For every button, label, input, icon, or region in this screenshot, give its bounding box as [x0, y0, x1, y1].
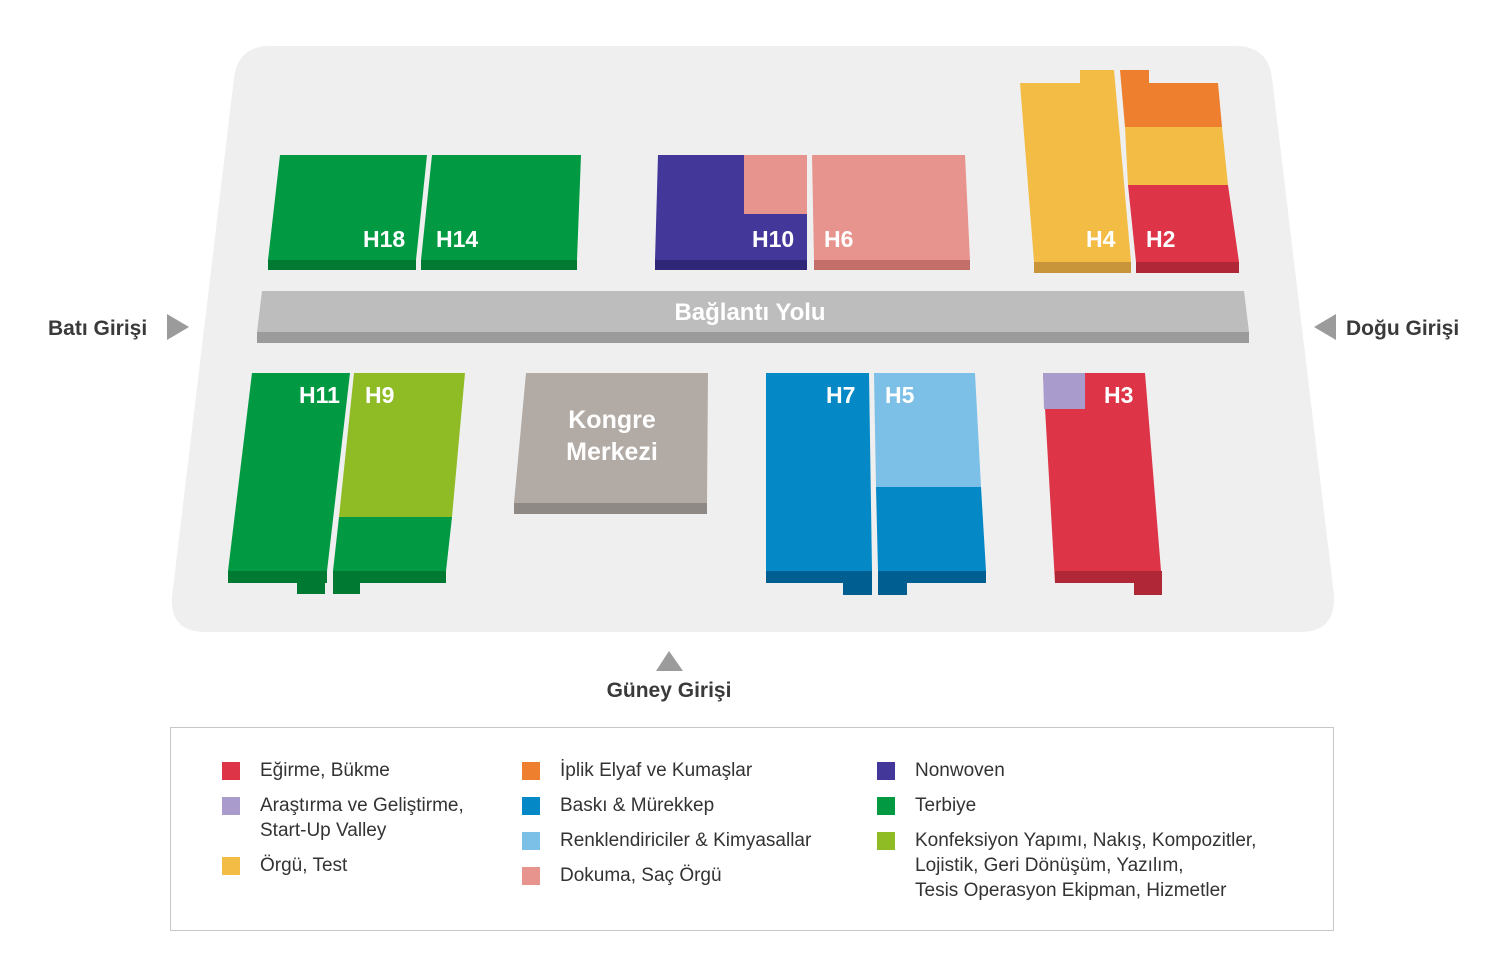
legend: Eğirme, Bükme Araştırma ve Geliştirme, S… — [170, 727, 1334, 931]
south-entrance[interactable]: Güney Girişi — [607, 651, 732, 702]
legend-swatch-nonwoven — [877, 762, 895, 780]
legend-swatch-weaving — [522, 867, 540, 885]
legend-item-finishing: Terbiye — [877, 793, 1256, 818]
legend-item-printing: Baskı & Mürekkep — [522, 793, 811, 818]
legend-swatch-knitting — [222, 857, 240, 875]
legend-column-2: İplik Elyaf ve Kumaşlar Baskı & Mürekkep… — [522, 758, 811, 898]
legend-item-spinning: Eğirme, Bükme — [222, 758, 464, 783]
legend-item-nonwoven: Nonwoven — [877, 758, 1256, 783]
hall-h6-label: H6 — [824, 226, 853, 252]
legend-swatch-finishing — [877, 797, 895, 815]
hall-h2[interactable]: H2 — [1120, 70, 1239, 273]
hall-h3-label: H3 — [1104, 382, 1133, 408]
arrow-up-icon — [656, 651, 683, 671]
arrow-left-icon — [1314, 314, 1336, 340]
hall-h18-label: H18 — [363, 226, 405, 252]
legend-swatch-yarn — [522, 762, 540, 780]
legend-label-yarn: İplik Elyaf ve Kumaşlar — [560, 760, 753, 781]
legend-column-3: Nonwoven Terbiye Konfeksiyon Yapımı, Nak… — [877, 758, 1256, 913]
legend-item-yarn: İplik Elyaf ve Kumaşlar — [522, 758, 811, 783]
legend-swatch-research — [222, 797, 240, 815]
legend-label-dyes: Renklendiriciler & Kimyasallar — [560, 830, 812, 851]
legend-item-weaving: Dokuma, Saç Örgü — [522, 863, 811, 888]
legend-swatch-dyes — [522, 832, 540, 850]
hall-h10[interactable]: H10 — [655, 155, 807, 270]
hall-h6[interactable]: H6 — [812, 155, 970, 270]
hall-h3[interactable]: H3 — [1043, 373, 1162, 595]
hall-h14-label: H14 — [436, 226, 478, 252]
legend-item-knitting: Örgü, Test — [222, 853, 464, 878]
legend-label-spinning: Eğirme, Bükme — [260, 760, 390, 781]
hall-h7-label: H7 — [826, 382, 855, 408]
connection-road: Bağlantı Yolu — [257, 291, 1249, 343]
hall-h9[interactable]: H9 — [333, 373, 465, 594]
legend-label-printing: Baskı & Mürekkep — [560, 795, 715, 816]
legend-item-apparel: Konfeksiyon Yapımı, Nakış, Kompozitler, … — [877, 828, 1256, 903]
congress-center-label-line2: Merkezi — [566, 438, 658, 466]
hall-h2-label: H2 — [1146, 226, 1175, 252]
hall-h14[interactable]: H14 — [421, 155, 581, 270]
legend-label-nonwoven: Nonwoven — [915, 760, 1005, 781]
hall-h11[interactable]: H11 — [228, 373, 350, 594]
congress-center-label-line1: Kongre — [568, 406, 656, 434]
hall-h9-label: H9 — [365, 382, 394, 408]
fairground-map: H18 H14 H10 H6 H4 H2 Bağlantı Yolu — [48, 46, 1459, 702]
legend-label-finishing: Terbiye — [915, 795, 977, 816]
hall-h4[interactable]: H4 — [1020, 70, 1131, 273]
legend-swatch-spinning — [222, 762, 240, 780]
legend-item-dyes: Renklendiriciler & Kimyasallar — [522, 828, 811, 853]
legend-swatch-printing — [522, 797, 540, 815]
hall-h5-label: H5 — [885, 382, 915, 408]
arrow-right-icon — [167, 314, 189, 340]
east-entrance[interactable]: Doğu Girişi — [1314, 314, 1459, 340]
hall-h7[interactable]: H7 — [766, 373, 872, 595]
legend-item-research: Araştırma ve Geliştirme, Start-Up Valley — [222, 793, 464, 843]
congress-center[interactable]: Kongre Merkezi — [514, 373, 708, 514]
hall-h5[interactable]: H5 — [874, 373, 986, 595]
hall-h11-label: H11 — [299, 382, 340, 408]
hall-h18[interactable]: H18 — [268, 155, 427, 270]
legend-label-weaving: Dokuma, Saç Örgü — [560, 865, 722, 886]
legend-column-1: Eğirme, Bükme Araştırma ve Geliştirme, S… — [222, 758, 464, 888]
hall-h4-label: H4 — [1086, 226, 1116, 252]
west-entrance-label: Batı Girişi — [48, 317, 147, 340]
legend-label-knitting: Örgü, Test — [260, 855, 348, 876]
hall-h10-label: H10 — [752, 226, 794, 252]
south-entrance-label: Güney Girişi — [607, 679, 732, 702]
west-entrance[interactable]: Batı Girişi — [48, 314, 189, 340]
legend-swatch-apparel — [877, 832, 895, 850]
legend-label-apparel: Konfeksiyon Yapımı, Nakış, Kompozitler, … — [915, 830, 1257, 901]
legend-label-research: Araştırma ve Geliştirme, Start-Up Valley — [260, 795, 464, 841]
east-entrance-label: Doğu Girişi — [1346, 317, 1459, 340]
connection-road-label: Bağlantı Yolu — [674, 299, 825, 326]
